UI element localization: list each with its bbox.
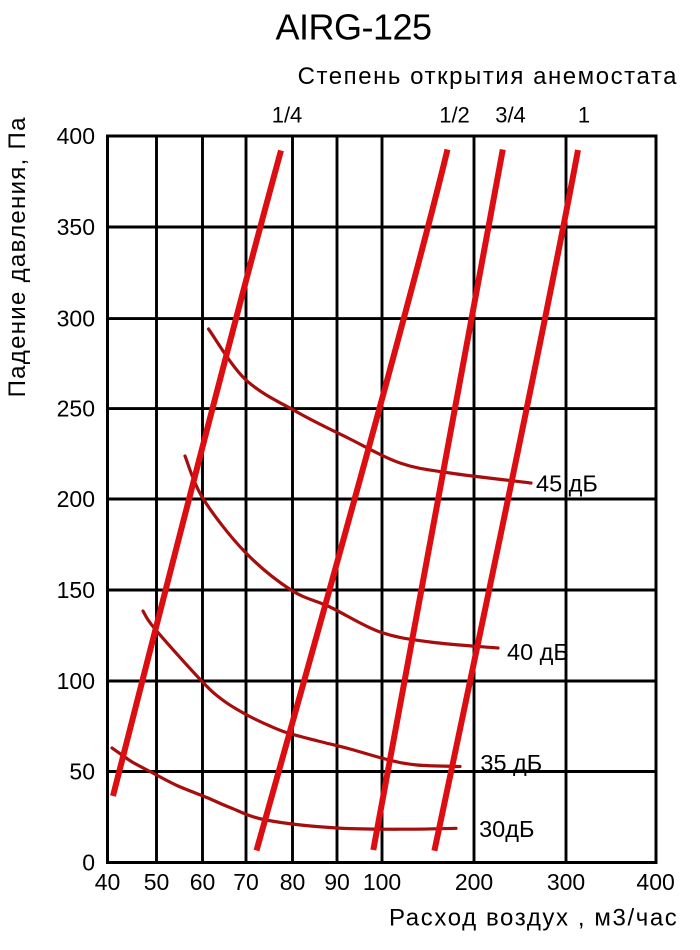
svg-text:50: 50	[69, 759, 95, 785]
svg-text:300: 300	[547, 869, 585, 895]
svg-text:250: 250	[57, 396, 95, 422]
svg-text:400: 400	[57, 123, 95, 149]
svg-text:100: 100	[363, 869, 401, 895]
svg-text:Падение давления, Па: Падение давления, Па	[4, 116, 31, 397]
svg-text:200: 200	[57, 486, 95, 512]
svg-text:90: 90	[324, 869, 350, 895]
svg-text:3/4: 3/4	[495, 103, 526, 128]
svg-text:350: 350	[57, 214, 95, 240]
svg-text:Степень открытия анемостата: Степень открытия анемостата	[298, 63, 678, 90]
svg-text:1: 1	[578, 103, 590, 128]
svg-text:1/2: 1/2	[439, 103, 470, 128]
svg-text:70: 70	[233, 869, 259, 895]
svg-text:300: 300	[57, 306, 95, 332]
svg-text:80: 80	[280, 869, 306, 895]
svg-text:100: 100	[57, 668, 95, 694]
svg-text:40 дБ: 40 дБ	[507, 639, 569, 665]
svg-text:45 дБ: 45 дБ	[536, 471, 598, 497]
svg-text:40: 40	[95, 869, 121, 895]
svg-text:30дБ: 30дБ	[479, 816, 534, 842]
svg-text:150: 150	[57, 577, 95, 603]
svg-text:60: 60	[190, 869, 216, 895]
svg-text:400: 400	[636, 869, 674, 895]
svg-text:35 дБ: 35 дБ	[480, 750, 542, 776]
svg-text:50: 50	[144, 869, 170, 895]
svg-text:200: 200	[455, 869, 493, 895]
svg-text:0: 0	[82, 850, 95, 876]
svg-text:AIRG-125: AIRG-125	[275, 7, 431, 48]
svg-text:Расход воздух , м3/час: Расход воздух , м3/час	[389, 905, 678, 932]
svg-text:1/4: 1/4	[272, 103, 303, 128]
